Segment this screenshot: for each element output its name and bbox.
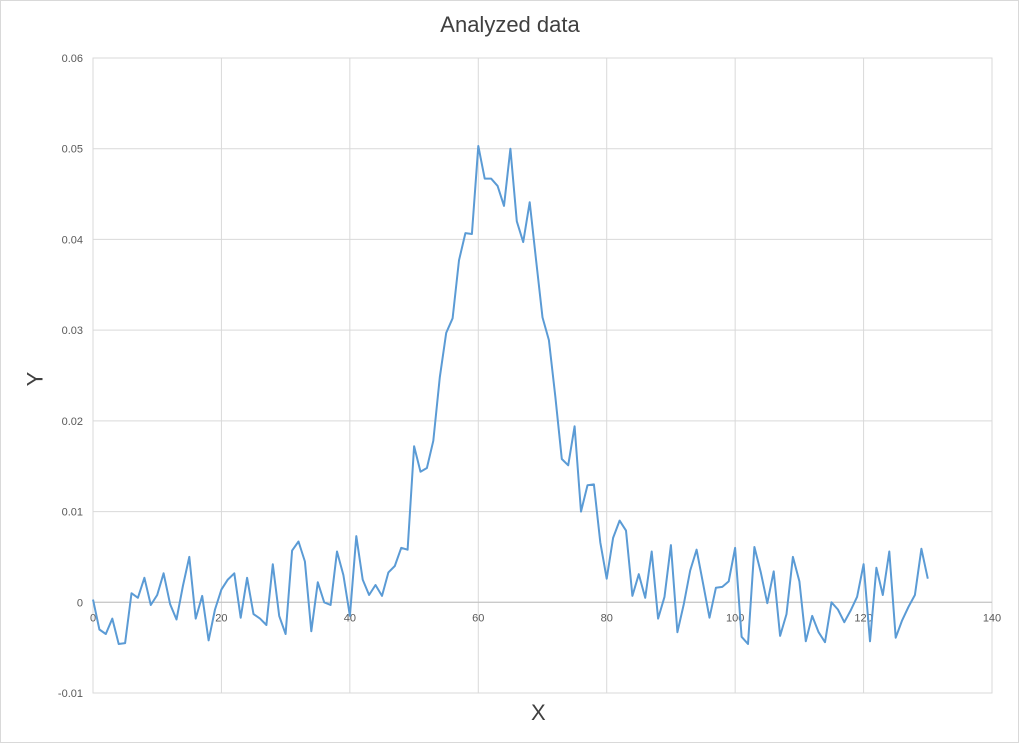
x-tick-label: 100: [726, 612, 744, 624]
x-tick-label: 0: [90, 612, 96, 624]
x-tick-label: 40: [344, 612, 356, 624]
series-line: [92, 145, 929, 645]
x-tick-label: 60: [472, 612, 484, 624]
y-tick-label: 0: [77, 597, 83, 609]
x-tick-label: 20: [215, 612, 227, 624]
y-tick-label: 0.04: [62, 234, 83, 246]
x-tick-label: 120: [854, 612, 872, 624]
chart-title: Analyzed data: [440, 12, 580, 37]
y-tick-label: 0.03: [62, 325, 83, 337]
x-tick-label: 140: [983, 612, 1001, 624]
y-tick-label: 0.01: [62, 507, 83, 519]
y-tick-label: 0.06: [62, 53, 83, 65]
y-tick-label: -0.01: [58, 688, 83, 700]
x-tick-label: 80: [601, 612, 613, 624]
y-tick-label: 0.05: [62, 144, 83, 156]
y-tick-label: 0.02: [62, 416, 83, 428]
x-axis-title: X: [531, 700, 546, 725]
